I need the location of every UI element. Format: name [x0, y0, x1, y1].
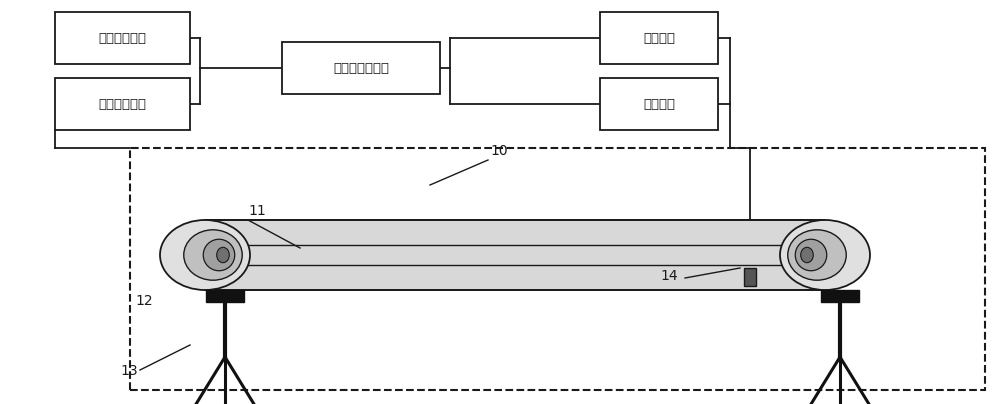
Ellipse shape [780, 220, 870, 290]
Text: 10: 10 [490, 144, 508, 158]
Ellipse shape [184, 230, 242, 280]
Bar [744, 268, 756, 286]
Bar [55, 78, 190, 130]
Bar [600, 78, 718, 130]
Ellipse shape [801, 247, 813, 263]
Text: 数据采集系统: 数据采集系统 [98, 97, 146, 111]
Ellipse shape [160, 220, 250, 290]
Bar [130, 148, 985, 390]
Text: 加热控制系统: 加热控制系统 [98, 32, 146, 44]
Text: 检漏系统: 检漏系统 [643, 97, 675, 111]
Ellipse shape [203, 239, 235, 271]
Bar [821, 290, 859, 302]
Bar [600, 12, 718, 64]
Text: 11: 11 [248, 204, 266, 218]
Bar [282, 42, 440, 94]
Bar [205, 220, 825, 290]
Ellipse shape [217, 247, 229, 263]
Text: 14: 14 [660, 269, 678, 283]
Text: 上位机控制系统: 上位机控制系统 [333, 61, 389, 74]
Text: 抽气系统: 抽气系统 [643, 32, 675, 44]
Ellipse shape [795, 239, 827, 271]
Bar [55, 12, 190, 64]
Text: 12: 12 [135, 294, 153, 308]
Bar [206, 290, 244, 302]
Ellipse shape [788, 230, 846, 280]
Text: 13: 13 [120, 364, 138, 378]
